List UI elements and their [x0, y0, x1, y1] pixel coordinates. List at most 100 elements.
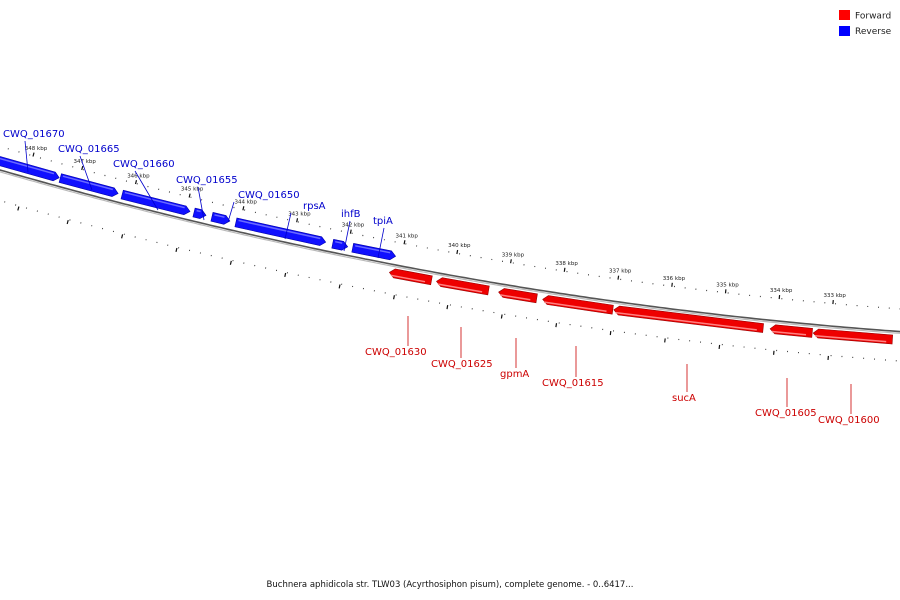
gene-label-text: rpsA — [303, 201, 326, 212]
gene-highlight — [335, 240, 343, 244]
major-tick — [446, 304, 449, 310]
gene-highlight — [814, 334, 887, 343]
major-tick — [617, 275, 620, 280]
major-tick — [121, 234, 124, 239]
genes-layer — [0, 156, 894, 345]
backbone-shadow — [0, 171, 900, 334]
major-tick — [134, 180, 138, 185]
major-tick — [609, 331, 612, 336]
gene-body — [210, 212, 231, 225]
gene-body — [192, 207, 207, 219]
backbone-layer — [0, 169, 900, 334]
gene-highlight — [196, 209, 201, 213]
gene-highlight — [390, 274, 426, 283]
gene-label[interactable]: CWQ_01625 — [431, 327, 493, 370]
tick-label: 336 kbp — [663, 276, 686, 282]
tick-label: 340 kbp — [448, 243, 471, 249]
major-tick — [510, 259, 512, 264]
gene-label[interactable]: CWQ_01600 — [818, 384, 880, 426]
gene-label[interactable]: sucA — [672, 364, 696, 404]
gene-label[interactable]: CWQ_01630 — [365, 316, 427, 358]
gene-label-text: sucA — [672, 393, 696, 404]
label-leader — [79, 155, 93, 191]
gene-label[interactable]: CWQ_01650 — [227, 190, 300, 223]
tick-label: 337 kbp — [609, 269, 632, 275]
major-tick — [229, 260, 232, 265]
gene-highlight — [771, 330, 807, 336]
major-tick — [671, 282, 673, 287]
reverse-gene[interactable] — [234, 217, 327, 246]
tick-label: 335 kbp — [716, 282, 739, 288]
gene-label[interactable]: CWQ_01660 — [113, 159, 175, 211]
gene-label[interactable]: CWQ_01615 — [542, 346, 604, 389]
gene-label[interactable]: CWQ_01665 — [58, 144, 120, 191]
gene-label-text: CWQ_01655 — [176, 175, 238, 186]
gene-highlight — [62, 175, 113, 191]
major-tick — [349, 229, 352, 234]
forward-gene[interactable] — [812, 328, 894, 345]
reverse-gene[interactable] — [210, 212, 231, 225]
major-tick — [393, 295, 395, 300]
gene-label-text: CWQ_01670 — [3, 129, 65, 140]
label-leader — [197, 186, 205, 221]
label-leader — [284, 212, 292, 240]
gene-label[interactable]: CWQ_01605 — [755, 378, 817, 419]
major-tick — [555, 323, 558, 328]
label-leader — [227, 201, 235, 223]
gene-label[interactable]: rpsA — [284, 201, 326, 240]
forward-gene[interactable] — [613, 305, 764, 333]
major-tick — [242, 206, 245, 211]
forward-gene[interactable] — [769, 324, 813, 338]
tick-layer: 348 kbp 347 kbp 346 kbp 345 kbp 344 kbp 343 k… — [4, 146, 900, 362]
reverse-gene[interactable] — [351, 243, 397, 261]
lower-tick-row — [4, 201, 897, 362]
gene-label[interactable]: gpmA — [500, 338, 529, 380]
gene-highlight — [214, 214, 225, 218]
tick-label: 333 kbp — [824, 293, 847, 299]
forward-gene[interactable] — [498, 288, 538, 304]
legend-forward-swatch — [839, 10, 850, 20]
major-tick — [32, 152, 35, 157]
label-leader — [343, 220, 351, 252]
legend: Forward Reverse — [839, 10, 892, 37]
forward-gene[interactable] — [388, 268, 433, 286]
major-tick — [175, 247, 178, 253]
gene-highlight — [544, 301, 607, 313]
gene-label[interactable]: ihfB — [341, 209, 361, 252]
tick-label: 334 kbp — [770, 288, 793, 294]
gene-highlight — [500, 294, 531, 301]
gene-label[interactable]: CWQ_01670 — [3, 129, 65, 173]
label-leader — [377, 227, 385, 259]
reverse-gene[interactable] — [58, 173, 119, 197]
gene-highlight — [615, 311, 757, 331]
forward-gene[interactable] — [542, 295, 614, 315]
reverse-gene[interactable] — [0, 156, 60, 182]
major-tick — [338, 284, 341, 289]
upper-tick-row — [7, 148, 900, 310]
backbone-line — [0, 169, 900, 333]
tick-label: 339 kbp — [502, 252, 525, 258]
reverse-gene[interactable] — [120, 189, 191, 216]
major-tick — [17, 206, 20, 211]
tick-label: 344 kbp — [235, 199, 258, 205]
gene-highlight — [0, 157, 55, 175]
gene-label-text: CWQ_01605 — [755, 408, 817, 419]
major-tick — [718, 344, 721, 349]
label-leader — [24, 140, 29, 173]
tick-label: 347 kbp — [74, 159, 97, 165]
label-leader — [134, 170, 159, 211]
forward-gene[interactable] — [436, 277, 490, 296]
tick-label: 346 kbp — [127, 173, 150, 179]
gene-label-text: CWQ_01630 — [365, 347, 427, 358]
gene-label-text: tpiA — [373, 216, 393, 227]
reverse-gene[interactable] — [192, 207, 207, 219]
gene-label[interactable]: tpiA — [373, 216, 393, 259]
major-tick — [403, 240, 406, 245]
gene-highlight — [437, 283, 483, 293]
major-tick — [500, 314, 503, 319]
gene-label[interactable]: CWQ_01655 — [176, 175, 238, 221]
gene-label-text: CWQ_01600 — [818, 415, 880, 426]
